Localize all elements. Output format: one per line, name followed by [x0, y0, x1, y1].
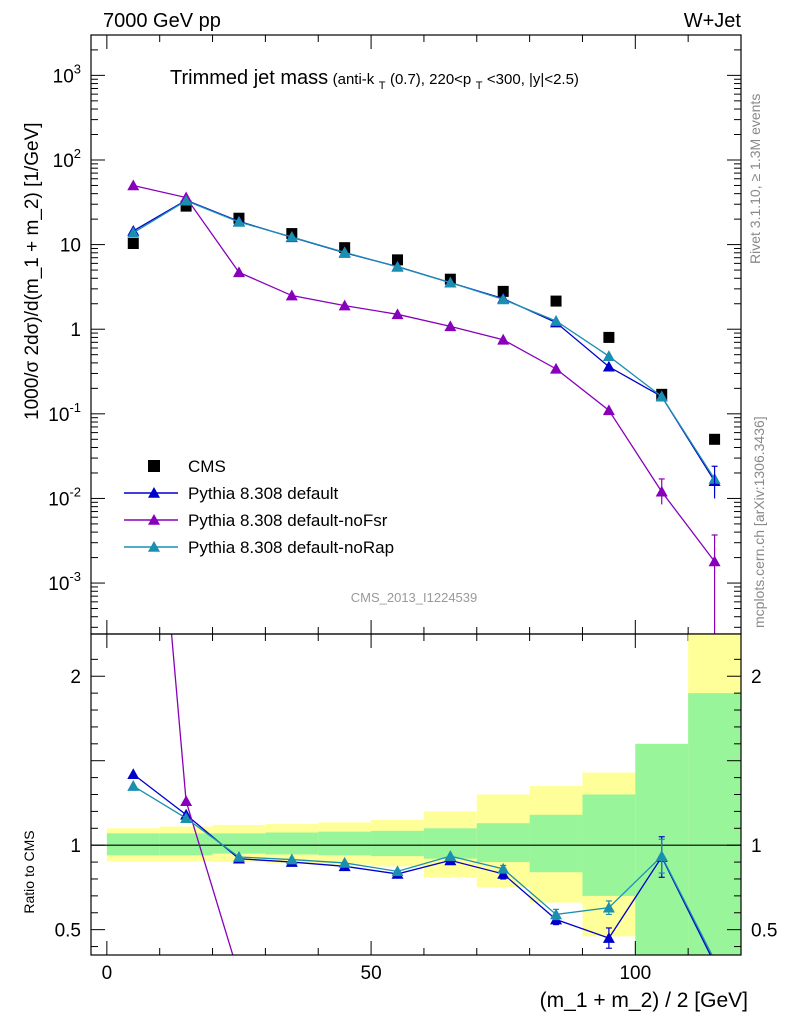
series-point-norap — [285, 230, 298, 242]
band-inner — [159, 833, 213, 856]
series-point-nofsr — [232, 266, 245, 278]
series-point-nofsr — [497, 333, 510, 345]
rivet-label: Rivet 3.1.10, ≥ 1.3M events — [747, 94, 763, 264]
series-point-nofsr — [338, 299, 351, 311]
ratio-point-norap — [127, 780, 140, 791]
cms-point — [497, 285, 509, 297]
ratio-point-norap — [391, 865, 404, 877]
band-inner — [318, 831, 372, 856]
legend-label-nofsr: Pythia 8.308 default-noFsr — [188, 511, 388, 530]
mcplots-label: mcplots.cern.ch [arXiv:1306.3436] — [751, 416, 767, 628]
ratio-data — [91, 634, 741, 955]
band-inner — [529, 814, 583, 873]
cms-point — [603, 331, 615, 343]
series-line-nofsr — [133, 184, 716, 562]
ratio-tick-label-left: 2 — [70, 667, 81, 688]
cms-point — [550, 295, 562, 307]
y-tick-label: 10-3 — [48, 569, 81, 595]
ratio-point-norap — [497, 862, 510, 874]
series-point-norap — [602, 350, 615, 361]
series-point-norap — [550, 315, 563, 326]
band-inner — [106, 833, 160, 856]
band-inner — [688, 693, 741, 955]
main-data — [127, 179, 721, 634]
cms-point — [709, 433, 721, 445]
main-plot-area: 10-3 10-2 10-1 1 10 102 103 — [48, 34, 742, 648]
ratio-tick-label-left: 0.5 — [55, 921, 81, 942]
y-tick-label: 10-1 — [48, 400, 81, 426]
ratio-point-norap — [655, 850, 668, 861]
ratio-point-norap — [232, 851, 245, 862]
cms-point — [180, 200, 192, 212]
ratio-point-nofsr — [180, 795, 193, 807]
ratio-line-norap — [132, 785, 713, 955]
legend-marker-default — [148, 487, 160, 498]
series-point-norap — [180, 194, 193, 206]
series-point-norap — [497, 293, 510, 305]
series-point-norap — [391, 260, 404, 272]
header-energy: 7000 GeV pp — [103, 10, 221, 32]
series-point-nofsr — [550, 362, 563, 374]
y-tick-label: 102 — [53, 146, 81, 172]
series-line-norap — [132, 200, 716, 480]
legend-marker-norap — [148, 541, 160, 552]
band-inner — [371, 830, 424, 857]
y-tick-label: 10 — [60, 236, 81, 257]
series-point-nofsr — [391, 308, 404, 320]
x-tick-label: 50 — [361, 963, 382, 984]
legend-marker-nofsr — [148, 514, 160, 525]
plot-title: Trimmed jet mass (anti-k T (0.7), 220<p … — [170, 67, 579, 93]
legend-label-default: Pythia 8.308 default — [188, 484, 339, 503]
band-inner — [476, 823, 530, 863]
ratio-tick-label-right: 2 — [751, 667, 762, 688]
series-point-norap — [338, 246, 351, 258]
legend-label-norap: Pythia 8.308 default-noRap — [188, 538, 394, 557]
legend: CMS Pythia 8.308 default Pythia 8.308 defa… — [124, 457, 394, 557]
series-point-nofsr — [127, 179, 140, 191]
ratio-point-default — [602, 932, 615, 943]
y-tick-label: 1 — [70, 320, 81, 341]
ratio-tick-label-right: 0.5 — [751, 921, 777, 942]
legend-label-cms: CMS — [188, 457, 226, 476]
band-inner — [265, 832, 319, 855]
legend-marker-cms — [148, 460, 160, 472]
header-process: W+Jet — [684, 10, 742, 32]
ratio-plot-area: 0 50 100 0.5 0.5 1 1 2 2 — [55, 633, 777, 984]
ratio-point-norap — [550, 908, 563, 920]
x-tick-label: 100 — [619, 963, 651, 984]
ratio-point-default — [127, 768, 140, 780]
y-axis-title: 1000/σ 2dσ)/d(m_1 + m_2) [1/GeV] — [22, 122, 43, 420]
analysis-watermark: CMS_2013_I1224539 — [351, 590, 478, 605]
series-point-default — [602, 360, 615, 372]
series-point-norap — [232, 215, 245, 227]
series-point-norap — [655, 390, 668, 402]
ratio-tick-label-left: 1 — [70, 836, 81, 857]
cms-point — [127, 238, 139, 250]
series-point-norap — [444, 276, 457, 288]
ratio-tick-label-right: 1 — [751, 836, 762, 857]
x-tick-label: 0 — [102, 963, 113, 984]
y-tick-label: 103 — [53, 61, 81, 87]
y-tick-label: 10-2 — [48, 484, 81, 510]
cms-point — [392, 254, 404, 266]
series-point-nofsr — [444, 320, 457, 332]
ratio-point-norap — [338, 856, 351, 868]
ratio-point-norap — [285, 853, 298, 865]
x-axis-title: (m_1 + m_2) / 2 [GeV] — [540, 989, 748, 1012]
ratio-point-norap — [444, 850, 457, 861]
series-point-norap — [127, 226, 140, 238]
ratio-point-norap — [180, 812, 193, 823]
series-point-nofsr — [285, 289, 298, 301]
ratio-axis-title: Ratio to CMS — [21, 830, 37, 913]
ratio-point-norap — [602, 901, 615, 913]
series-point-nofsr — [602, 404, 615, 416]
ratio-line-default — [132, 773, 712, 955]
ratio-line-nofsr — [170, 634, 234, 955]
